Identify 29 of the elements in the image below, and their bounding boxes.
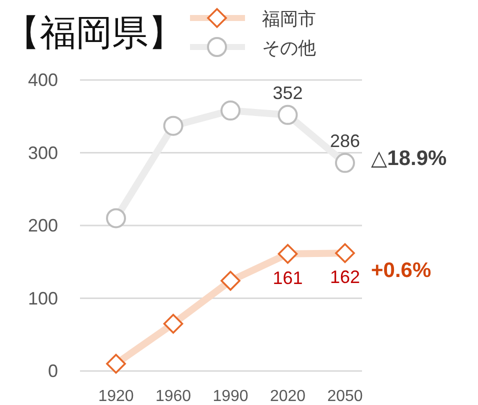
x-tick-label: 1960 [155, 388, 192, 405]
annotation: △18.9% [371, 146, 448, 170]
point [335, 243, 355, 264]
data-label: 352 [272, 82, 303, 103]
data-label: 161 [272, 268, 303, 288]
x-tick-label: 1990 [212, 388, 248, 405]
point [163, 116, 184, 136]
y-tick-label: 300 [28, 142, 58, 163]
point [278, 104, 298, 125]
x-tick-label: 2020 [270, 388, 306, 405]
y-tick-label: 400 [28, 70, 58, 90]
annotation: +0.6% [371, 259, 432, 282]
point [335, 152, 355, 173]
point [163, 314, 184, 334]
point [220, 270, 240, 291]
y-tick-label: 0 [48, 361, 58, 381]
data-label: 286 [330, 130, 360, 151]
data-label: 162 [330, 267, 360, 288]
legend-label: 福岡市 [262, 9, 316, 29]
point [220, 100, 240, 121]
chart-title: 【福岡県】 [4, 13, 184, 54]
point [106, 208, 126, 228]
point [278, 244, 298, 264]
x-tick-label: 1920 [98, 388, 134, 405]
y-tick-label: 200 [28, 216, 58, 236]
x-tick-label: 2050 [327, 388, 363, 405]
point [106, 354, 126, 374]
legend-label: その他 [262, 38, 316, 58]
y-tick-label: 100 [28, 288, 58, 308]
